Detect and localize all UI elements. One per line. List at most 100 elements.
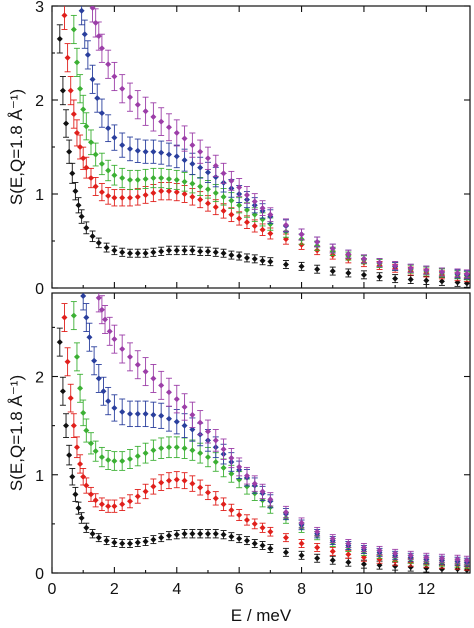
data-point	[80, 106, 87, 113]
data-point	[100, 388, 107, 395]
data-point	[111, 404, 118, 411]
data-point	[181, 157, 188, 164]
data-point	[77, 460, 84, 467]
data-point	[189, 447, 196, 454]
data-point	[119, 346, 126, 352]
data-point	[204, 428, 211, 435]
data-point	[376, 556, 383, 563]
data-point	[59, 87, 66, 94]
data-point	[392, 262, 399, 269]
data-point	[189, 411, 196, 418]
data-point	[91, 357, 98, 364]
data-point	[126, 353, 133, 360]
series-4	[89, 6, 470, 279]
data-point	[158, 479, 165, 486]
data-point	[259, 524, 266, 531]
data-point	[282, 222, 289, 229]
data-point	[360, 544, 367, 551]
data-point	[87, 175, 94, 182]
data-point	[189, 180, 196, 187]
top-panel: 0 1 2 3 S(E,Q=1.8 Å⁻¹)	[7, 0, 471, 298]
data-point	[126, 540, 133, 547]
data-point	[87, 139, 94, 146]
data-point	[189, 480, 196, 487]
data-point	[80, 293, 87, 299]
data-point	[83, 224, 90, 231]
data-point	[64, 54, 71, 61]
data-point	[158, 445, 165, 452]
data-point	[345, 540, 352, 547]
data-point	[251, 520, 258, 527]
data-point	[173, 129, 180, 136]
data-point	[72, 491, 79, 498]
data-point	[70, 111, 77, 118]
data-point	[173, 396, 180, 403]
data-point	[228, 177, 235, 184]
data-point	[197, 148, 204, 155]
data-point	[158, 118, 165, 125]
data-point	[142, 538, 149, 545]
data-point	[165, 175, 172, 182]
data-point	[228, 507, 235, 514]
data-point	[150, 411, 157, 418]
data-point	[267, 496, 274, 503]
data-point	[75, 505, 82, 512]
data-point	[126, 456, 133, 463]
data-point	[134, 193, 141, 200]
data-point	[134, 250, 141, 257]
data-point	[69, 170, 76, 177]
data-point	[158, 382, 165, 389]
data-point	[66, 452, 73, 459]
data-point	[98, 160, 105, 167]
data-point	[236, 253, 243, 260]
data-point	[87, 440, 94, 447]
data-point	[463, 557, 470, 564]
data-point	[204, 155, 211, 162]
data-point	[298, 552, 305, 559]
data-point	[181, 178, 188, 185]
data-point	[61, 314, 68, 321]
data-point	[345, 559, 352, 566]
data-point	[69, 473, 76, 480]
data-point	[181, 247, 188, 254]
data-point	[173, 176, 180, 183]
data-point	[83, 314, 90, 321]
series-1	[61, 6, 470, 283]
data-point	[73, 444, 80, 451]
data-point	[197, 196, 204, 203]
data-point	[150, 148, 157, 155]
data-point	[80, 473, 87, 480]
data-point	[204, 454, 211, 461]
data-point	[360, 271, 367, 278]
data-point	[134, 101, 141, 108]
data-point	[173, 418, 180, 425]
data-point	[73, 353, 80, 360]
data-point	[173, 189, 180, 196]
data-point	[259, 542, 266, 549]
data-point	[165, 247, 172, 254]
data-point	[181, 403, 188, 410]
data-point	[73, 59, 80, 66]
data-point	[243, 254, 250, 261]
data-point	[87, 491, 94, 498]
data-point	[197, 484, 204, 491]
x-tick-label: 0	[48, 581, 57, 598]
data-point	[197, 450, 204, 457]
data-point	[220, 501, 227, 508]
data-point	[298, 241, 305, 248]
data-point	[259, 488, 266, 495]
x-tick-label: 8	[297, 581, 306, 598]
data-point	[189, 142, 196, 149]
data-point	[94, 95, 101, 102]
data-point	[220, 464, 227, 471]
data-point	[345, 251, 352, 258]
data-point	[165, 151, 172, 158]
data-point	[119, 142, 126, 149]
data-point	[181, 477, 188, 484]
data-point	[212, 204, 219, 211]
data-point	[314, 544, 321, 551]
data-point	[329, 245, 336, 252]
data-point	[438, 269, 445, 276]
data-point	[181, 530, 188, 537]
